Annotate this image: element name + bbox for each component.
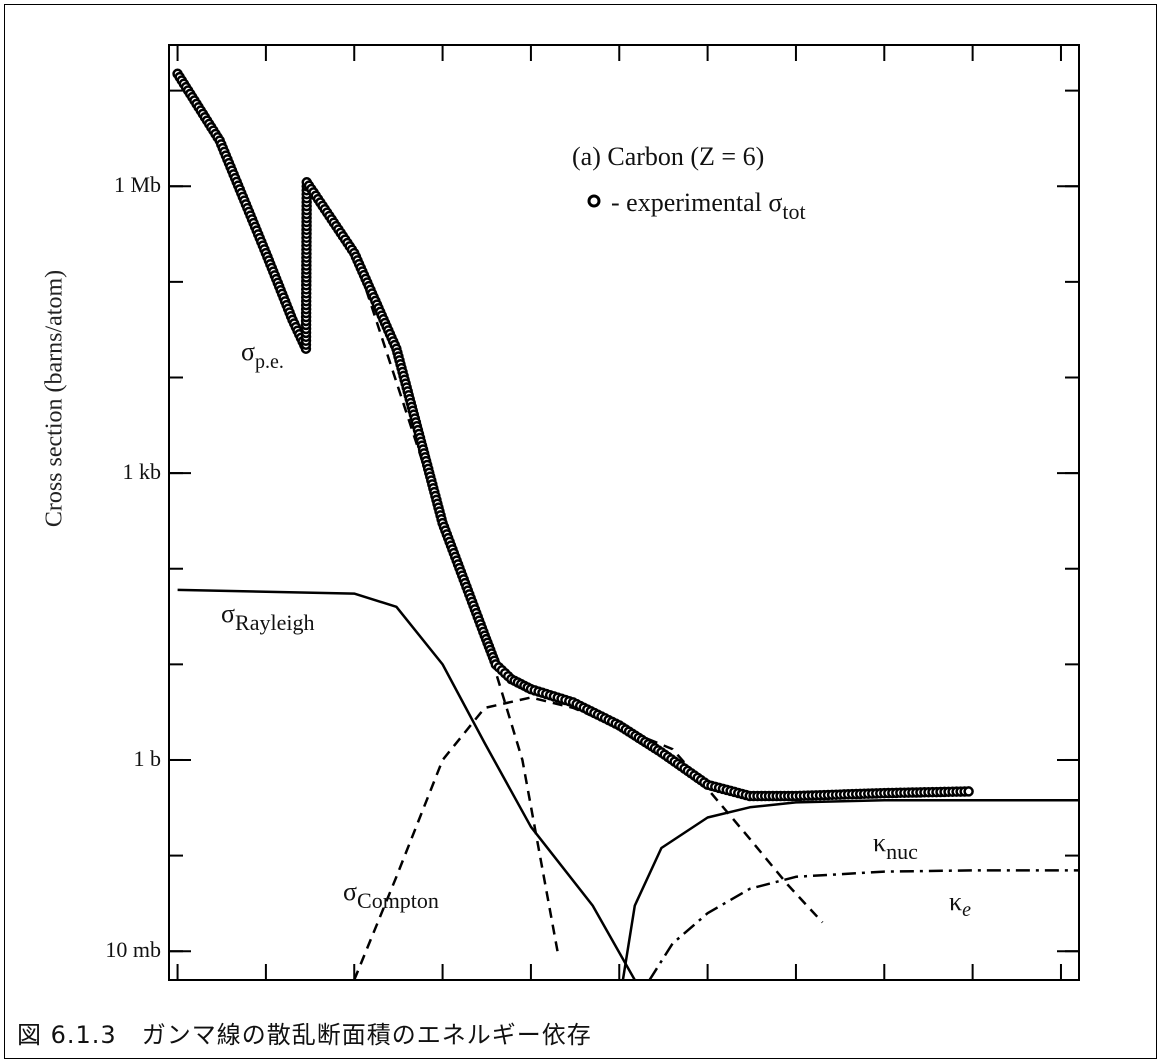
photoelectric-label: σp.e. (241, 337, 284, 373)
kappa_e-curve (648, 869, 1079, 980)
compton-curve (353, 696, 824, 980)
y-tick-label: 10 mb (105, 937, 161, 963)
figure-frame: (a) Carbon (Z = 6) - experimental σtot σ… (4, 4, 1157, 1059)
y-tick-label: 1 kb (122, 459, 162, 485)
kappa-e-label: κe (949, 887, 971, 921)
rayleigh-label: σRayleigh (221, 599, 314, 635)
chart-title: (a) Carbon (Z = 6) (572, 142, 764, 171)
kappa_nuc-curve (621, 798, 1079, 980)
figure-caption: 図 6.1.3 ガンマ線の散乱断面積のエネルギー依存 (17, 1021, 592, 1049)
tot-marker (963, 786, 974, 797)
chart: (a) Carbon (Z = 6) - experimental σtot σ… (168, 44, 1080, 981)
pe-curve (176, 73, 559, 952)
y-tick-labels: 1 Mb 1 kb 1 b 10 mb (5, 5, 161, 1005)
y-axis-label: Cross section (barns/atom) (41, 269, 68, 528)
kappa-nuc-label: κnuc (873, 828, 918, 864)
legend-marker (587, 194, 601, 208)
rayleigh-curve (177, 588, 636, 980)
axis-ticks (169, 45, 1079, 980)
compton-label: σCompton (343, 877, 439, 913)
data-markers (172, 68, 974, 802)
legend-text: - experimental σtot (611, 188, 806, 224)
y-tick-label: 1 b (133, 745, 162, 771)
y-tick-label: 1 Mb (113, 172, 161, 198)
